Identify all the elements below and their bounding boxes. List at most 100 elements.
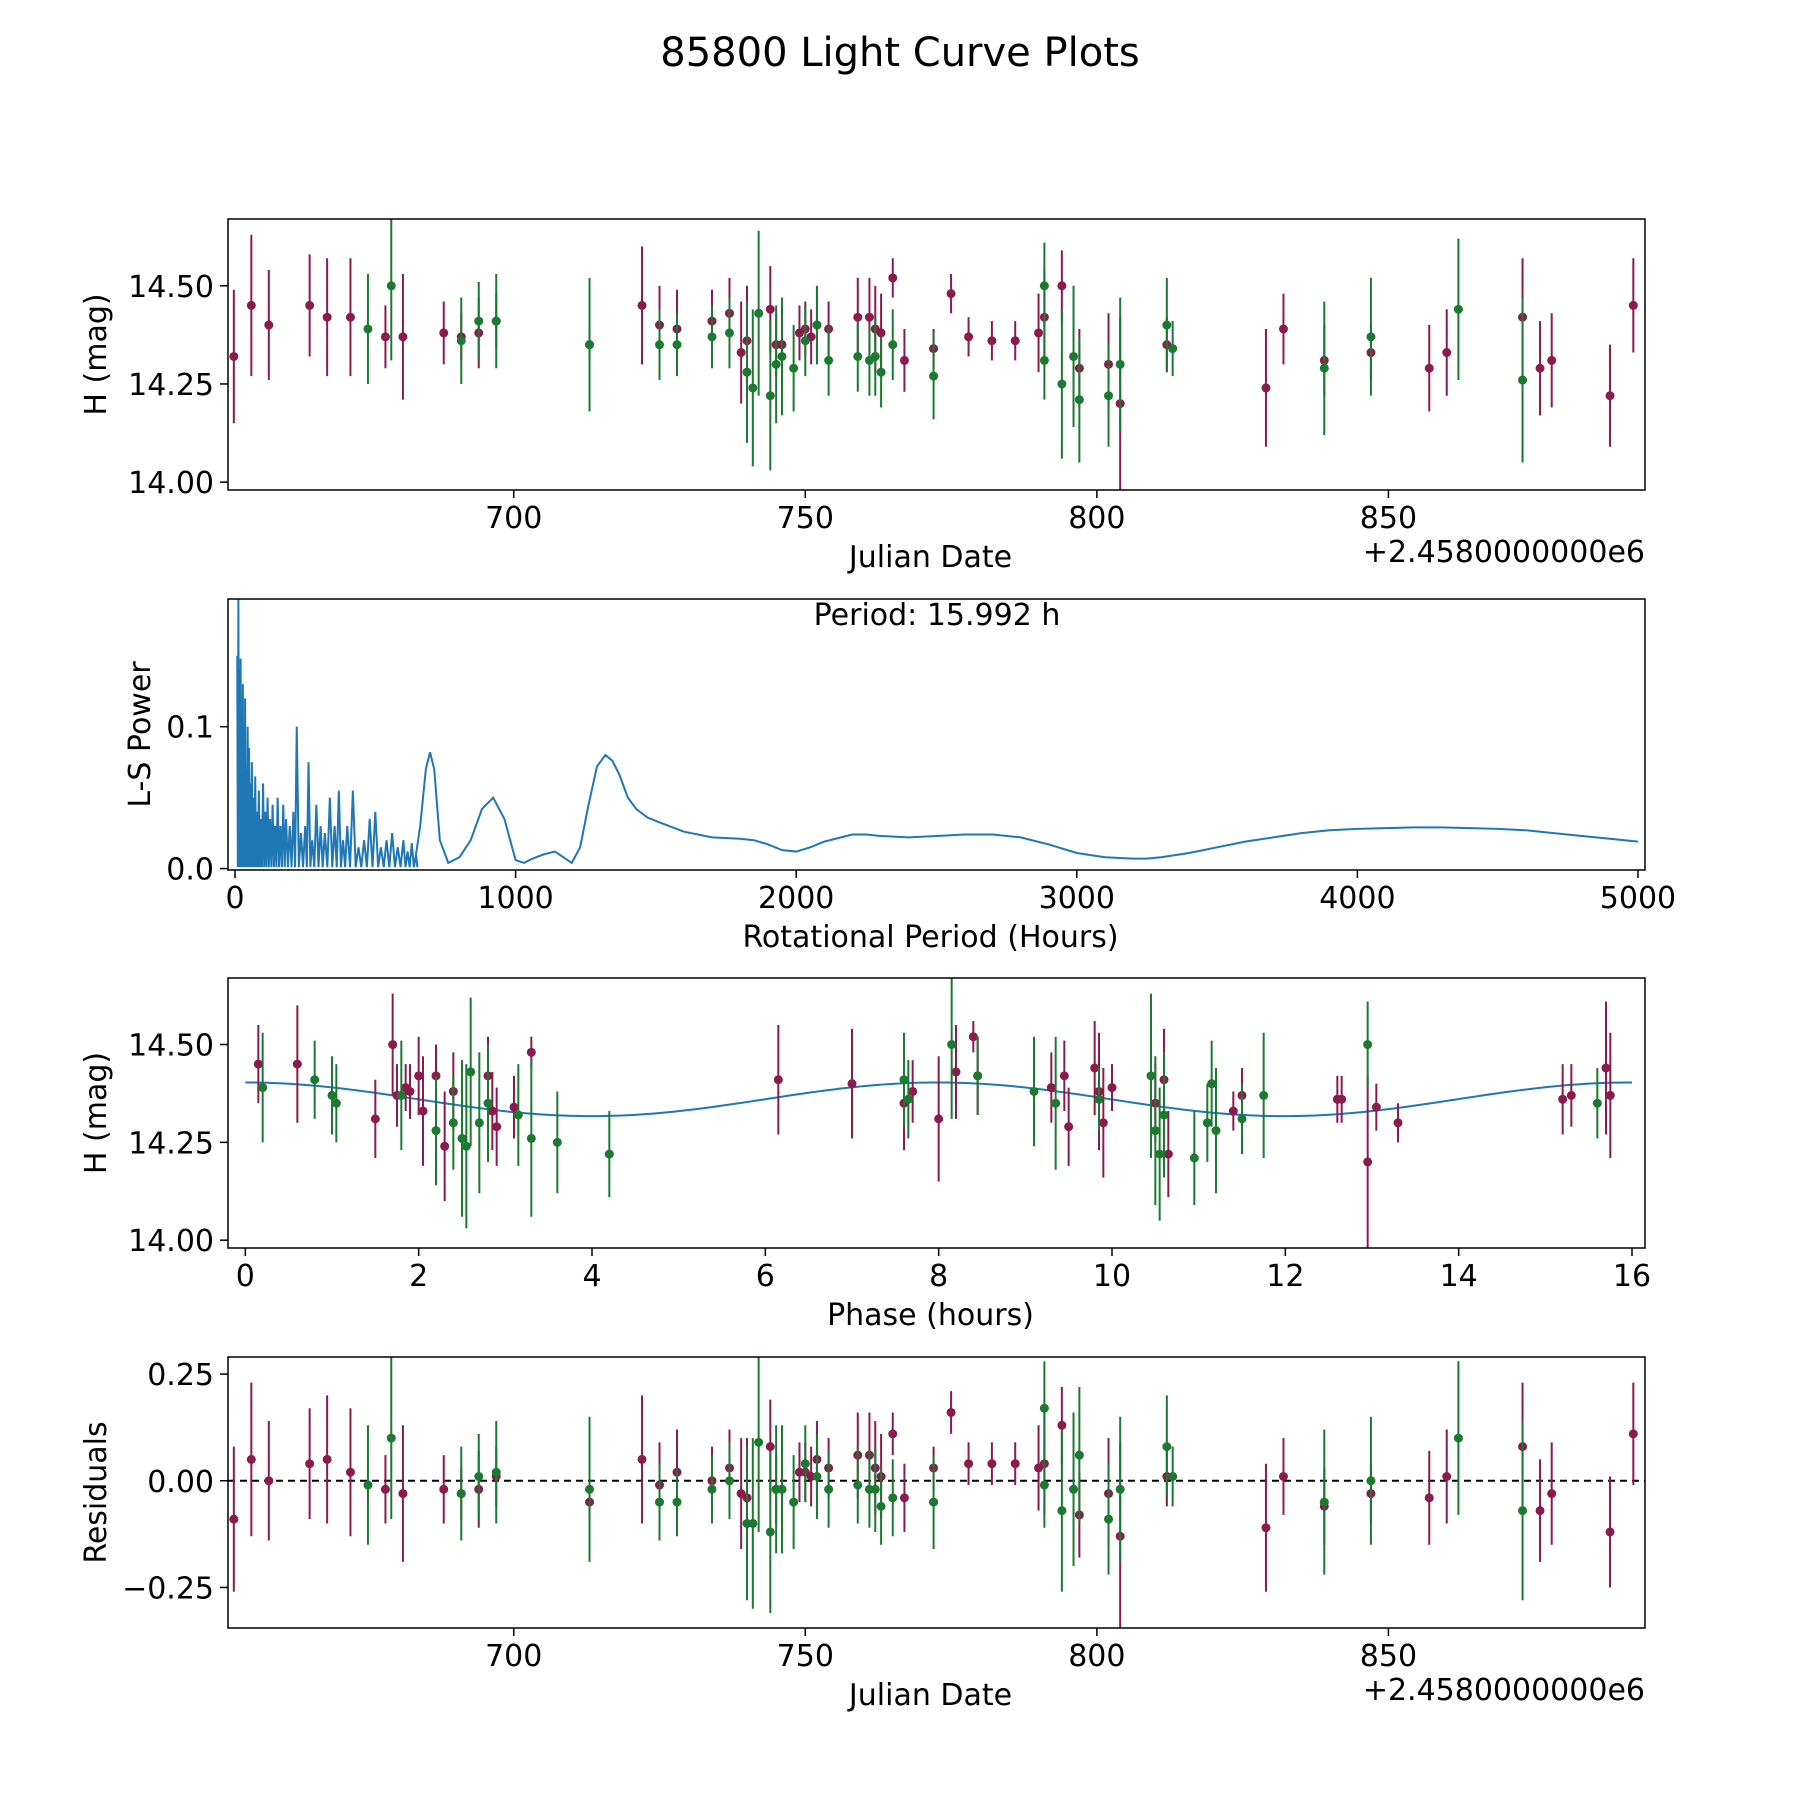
- data-point-green: [899, 1075, 909, 1085]
- data-point-red: [1393, 1118, 1403, 1128]
- data-point-green: [1104, 1514, 1114, 1524]
- data-point-red: [345, 1467, 355, 1477]
- data-point-red: [637, 1454, 647, 1464]
- axes-frame: [227, 598, 1646, 871]
- data-point-green: [724, 1476, 734, 1486]
- data-point-green: [1259, 1090, 1269, 1100]
- data-point-green: [466, 1067, 476, 1077]
- data-point-green: [474, 1118, 484, 1128]
- data-point-red: [1107, 1083, 1117, 1093]
- data-point-red: [1558, 1094, 1568, 1104]
- data-point-red: [899, 1493, 909, 1503]
- data-point-red: [229, 351, 239, 361]
- data-point-green: [331, 1098, 341, 1108]
- data-point-green: [604, 1149, 614, 1159]
- figure-title: 85800 Light Curve Plots: [660, 30, 1139, 76]
- data-point-red: [1605, 1090, 1615, 1100]
- x-tick-label: 12: [1266, 1259, 1304, 1294]
- data-point-green: [1057, 379, 1067, 389]
- y-axis-label: L-S Power: [123, 661, 158, 808]
- data-point-green: [903, 1094, 913, 1104]
- x-tick-label: 3000: [1039, 881, 1115, 916]
- x-tick-label: 750: [777, 501, 834, 536]
- data-point-red: [1064, 1122, 1074, 1132]
- data-point-red: [1566, 1090, 1576, 1100]
- y-tick-label: 0.00: [147, 1465, 214, 1500]
- data-point-green: [386, 1433, 396, 1443]
- data-point-red: [1057, 281, 1067, 291]
- data-point-green: [754, 1437, 764, 1447]
- data-point-green: [1168, 1471, 1178, 1481]
- data-point-red: [946, 289, 956, 299]
- data-point-red: [229, 1514, 239, 1524]
- x-axis-label: Julian Date: [847, 540, 1012, 575]
- data-point-green: [765, 1527, 775, 1537]
- data-point-green: [724, 328, 734, 338]
- x-tick-label: 16: [1613, 1259, 1651, 1294]
- data-point-red: [853, 312, 863, 322]
- data-point-green: [1057, 1506, 1067, 1516]
- data-point-green: [655, 1497, 665, 1507]
- data-point-green: [824, 355, 834, 365]
- axes-frame: [227, 1356, 1646, 1629]
- data-point-red: [1278, 324, 1288, 334]
- data-point-red: [765, 304, 775, 314]
- x-tick-label: 800: [1068, 501, 1125, 536]
- data-point-green: [491, 316, 501, 326]
- y-axis-label: Residuals: [79, 1421, 114, 1563]
- data-point-green: [929, 371, 939, 381]
- data-layer-lightcurve: [229, 219, 1638, 490]
- data-point-red: [773, 1075, 783, 1085]
- data-point-red: [418, 1106, 428, 1116]
- data-point-green: [1150, 1126, 1160, 1136]
- data-point-red: [305, 300, 315, 310]
- data-point-red: [1034, 328, 1044, 338]
- data-point-green: [363, 1480, 373, 1490]
- y-tick-label: 14.50: [128, 1029, 214, 1064]
- y-tick-label: 14.00: [128, 466, 214, 501]
- data-point-green: [1159, 1110, 1169, 1120]
- data-point-red: [305, 1459, 315, 1469]
- data-point-red: [736, 348, 746, 358]
- panel-phased: 0 2 4 6 8 10 12 14 16 14.00 14.25 14.50 Phase (hours…: [79, 977, 1651, 1333]
- data-point-green: [789, 1497, 799, 1507]
- data-point-red: [1601, 1063, 1611, 1073]
- data-point-green: [1069, 351, 1079, 361]
- data-point-green: [888, 1493, 898, 1503]
- data-point-red: [1535, 363, 1545, 373]
- data-point-green: [789, 363, 799, 373]
- data-point-red: [1363, 1157, 1373, 1167]
- data-point-red: [1059, 1071, 1069, 1081]
- data-point-green: [1319, 363, 1329, 373]
- data-point-green: [1211, 1126, 1221, 1136]
- data-point-green: [1039, 281, 1049, 291]
- data-point-red: [1163, 1149, 1173, 1159]
- data-point-red: [388, 1040, 398, 1050]
- data-point-red: [1261, 383, 1271, 393]
- data-point-green: [742, 367, 752, 377]
- y-tick-label: 0.1: [166, 711, 214, 746]
- data-point-green: [800, 336, 810, 346]
- data-point-red: [847, 1079, 857, 1089]
- data-point-red: [946, 1407, 956, 1417]
- data-point-green: [448, 1118, 458, 1128]
- data-point-red: [888, 273, 898, 283]
- panel-residuals: 700 750 800 850 −0.25 0.00 0.25 Julian Date Resi…: [79, 1356, 1646, 1713]
- data-point-green: [1074, 1450, 1084, 1460]
- data-point-green: [1104, 391, 1114, 401]
- data-point-red: [934, 1114, 944, 1124]
- data-point-green: [1189, 1153, 1199, 1163]
- periodogram-line: [236, 599, 1639, 868]
- data-point-green: [754, 308, 764, 318]
- data-point-red: [1090, 1063, 1100, 1073]
- data-point-red: [1098, 1118, 1108, 1128]
- data-point-red: [888, 1429, 898, 1439]
- data-point-red: [637, 300, 647, 310]
- data-point-green: [777, 1484, 787, 1494]
- x-tick-label: 4: [582, 1259, 601, 1294]
- y-tick-label: 14.00: [128, 1224, 214, 1259]
- data-point-red: [264, 1476, 274, 1486]
- y-tick-label: −0.25: [122, 1571, 214, 1606]
- data-point-green: [870, 351, 880, 361]
- y-axis-label: H (mag): [79, 1052, 114, 1174]
